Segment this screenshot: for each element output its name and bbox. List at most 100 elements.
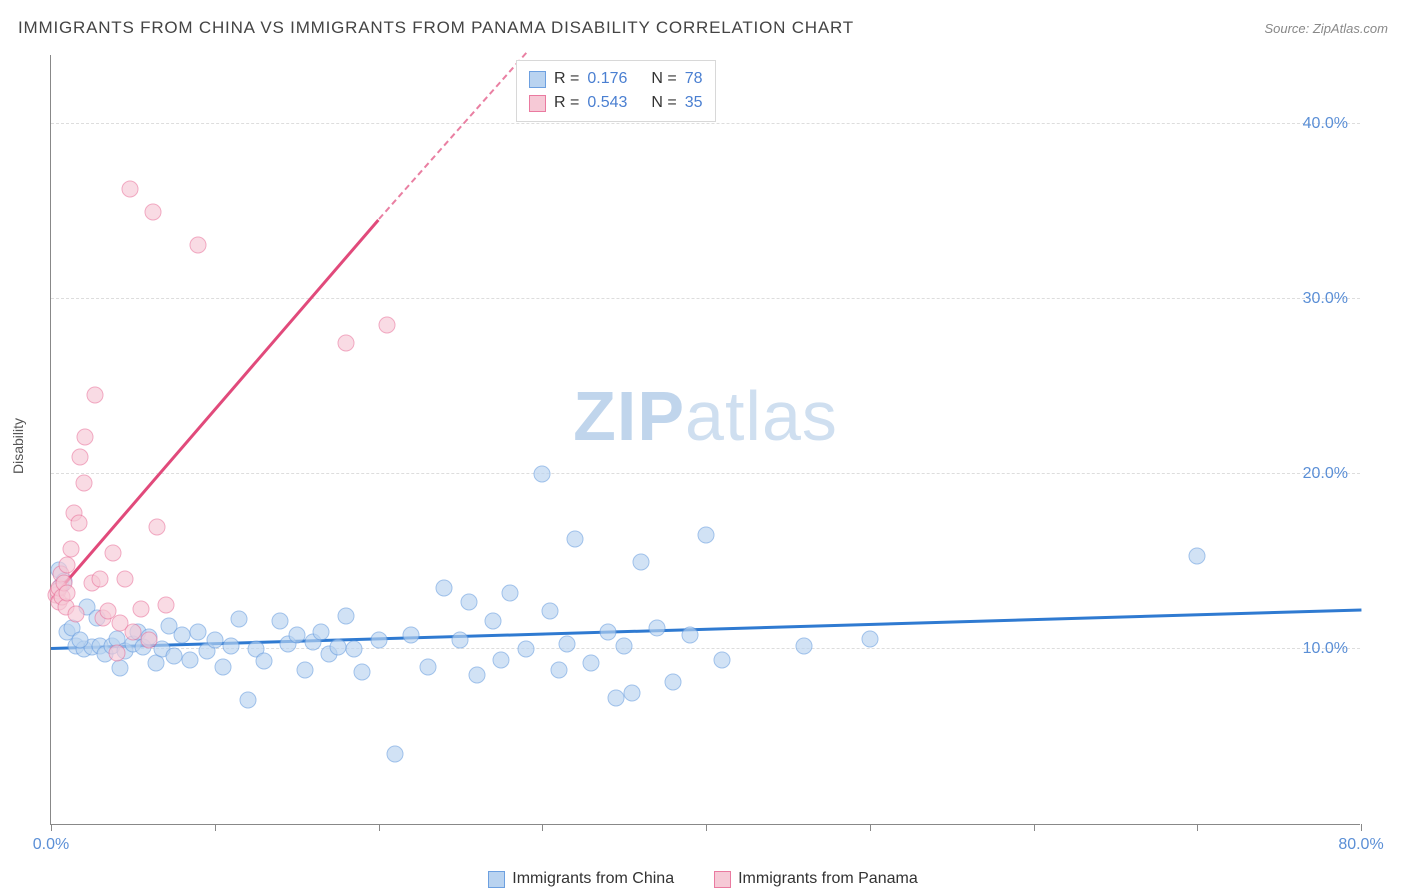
data-point-china bbox=[485, 613, 502, 630]
data-point-panama bbox=[149, 518, 166, 535]
data-point-china bbox=[616, 637, 633, 654]
data-point-china bbox=[190, 623, 207, 640]
data-point-china bbox=[214, 658, 231, 675]
data-point-panama bbox=[67, 606, 84, 623]
data-point-china bbox=[698, 527, 715, 544]
data-point-china bbox=[607, 690, 624, 707]
data-point-china bbox=[403, 627, 420, 644]
data-point-china bbox=[272, 613, 289, 630]
data-point-china bbox=[599, 623, 616, 640]
trend-line-dash bbox=[378, 52, 527, 220]
data-point-china bbox=[386, 746, 403, 763]
data-point-china bbox=[714, 651, 731, 668]
data-point-china bbox=[517, 641, 534, 658]
x-tick-label: 80.0% bbox=[1338, 836, 1383, 854]
data-point-china bbox=[111, 660, 128, 677]
data-point-panama bbox=[62, 541, 79, 558]
data-point-china bbox=[337, 607, 354, 624]
legend-label-china: Immigrants from China bbox=[512, 870, 674, 888]
data-point-china bbox=[370, 632, 387, 649]
n-value: 78 bbox=[685, 70, 703, 88]
data-point-china bbox=[452, 632, 469, 649]
data-point-china bbox=[239, 691, 256, 708]
r-label: R = bbox=[554, 94, 579, 112]
data-point-china bbox=[223, 637, 240, 654]
source-name: ZipAtlas.com bbox=[1313, 21, 1388, 36]
data-point-china bbox=[419, 658, 436, 675]
chart-title: IMMIGRANTS FROM CHINA VS IMMIGRANTS FROM… bbox=[18, 18, 854, 38]
data-point-panama bbox=[77, 429, 94, 446]
data-point-panama bbox=[108, 644, 125, 661]
data-point-china bbox=[72, 632, 89, 649]
data-point-china bbox=[567, 530, 584, 547]
data-point-china bbox=[1189, 548, 1206, 565]
data-point-panama bbox=[70, 515, 87, 532]
data-point-panama bbox=[133, 600, 150, 617]
data-point-panama bbox=[157, 597, 174, 614]
legend-swatch bbox=[529, 95, 546, 112]
data-point-china bbox=[624, 684, 641, 701]
data-point-panama bbox=[144, 203, 161, 220]
data-point-china bbox=[255, 653, 272, 670]
data-point-china bbox=[174, 627, 191, 644]
data-point-china bbox=[665, 674, 682, 691]
y-tick-label: 30.0% bbox=[1303, 290, 1348, 308]
x-tick bbox=[706, 824, 707, 831]
n-value: 35 bbox=[685, 94, 703, 112]
y-tick-label: 10.0% bbox=[1303, 640, 1348, 658]
data-point-china bbox=[354, 663, 371, 680]
r-label: R = bbox=[554, 70, 579, 88]
source-attribution: Source: ZipAtlas.com bbox=[1264, 21, 1388, 36]
y-axis-label: Disability bbox=[10, 418, 26, 474]
stats-legend-row-china: R = 0.176 N = 78 bbox=[529, 67, 702, 91]
legend-swatch-panama bbox=[714, 871, 731, 888]
data-point-china bbox=[460, 593, 477, 610]
data-point-china bbox=[861, 630, 878, 647]
stats-legend-row-panama: R = 0.543 N = 35 bbox=[529, 91, 702, 115]
y-tick-label: 20.0% bbox=[1303, 465, 1348, 483]
y-tick-label: 40.0% bbox=[1303, 115, 1348, 133]
data-point-panama bbox=[87, 387, 104, 404]
data-point-china bbox=[632, 553, 649, 570]
data-point-china bbox=[501, 585, 518, 602]
data-point-china bbox=[182, 651, 199, 668]
legend-swatch bbox=[529, 71, 546, 88]
data-point-china bbox=[542, 602, 559, 619]
data-point-china bbox=[468, 667, 485, 684]
x-tick bbox=[379, 824, 380, 831]
data-point-china bbox=[288, 627, 305, 644]
data-point-china bbox=[296, 662, 313, 679]
gridline bbox=[51, 123, 1360, 124]
x-tick bbox=[1034, 824, 1035, 831]
data-point-china bbox=[313, 623, 330, 640]
data-point-china bbox=[648, 620, 665, 637]
data-point-panama bbox=[105, 544, 122, 561]
data-point-china bbox=[550, 662, 567, 679]
r-value: 0.543 bbox=[587, 94, 643, 112]
x-tick bbox=[1361, 824, 1362, 831]
data-point-panama bbox=[59, 557, 76, 574]
scatter-plot-area: ZIPatlas 10.0%20.0%30.0%40.0%0.0%80.0%R … bbox=[50, 55, 1360, 825]
data-point-panama bbox=[59, 585, 76, 602]
n-label: N = bbox=[651, 94, 676, 112]
data-point-china bbox=[681, 627, 698, 644]
legend-item-china: Immigrants from China bbox=[488, 870, 674, 888]
watermark-left: ZIP bbox=[573, 377, 685, 455]
watermark-right: atlas bbox=[685, 377, 838, 455]
data-point-panama bbox=[116, 571, 133, 588]
data-point-china bbox=[231, 611, 248, 628]
x-tick bbox=[51, 824, 52, 831]
n-label: N = bbox=[651, 70, 676, 88]
trend-line bbox=[50, 218, 379, 599]
data-point-china bbox=[534, 466, 551, 483]
data-point-china bbox=[436, 579, 453, 596]
watermark: ZIPatlas bbox=[573, 376, 838, 456]
data-point-china bbox=[558, 635, 575, 652]
data-point-china bbox=[493, 651, 510, 668]
legend-label-panama: Immigrants from Panama bbox=[738, 870, 918, 888]
data-point-panama bbox=[190, 236, 207, 253]
r-value: 0.176 bbox=[587, 70, 643, 88]
data-point-china bbox=[165, 648, 182, 665]
data-point-panama bbox=[337, 334, 354, 351]
legend-item-panama: Immigrants from Panama bbox=[714, 870, 918, 888]
